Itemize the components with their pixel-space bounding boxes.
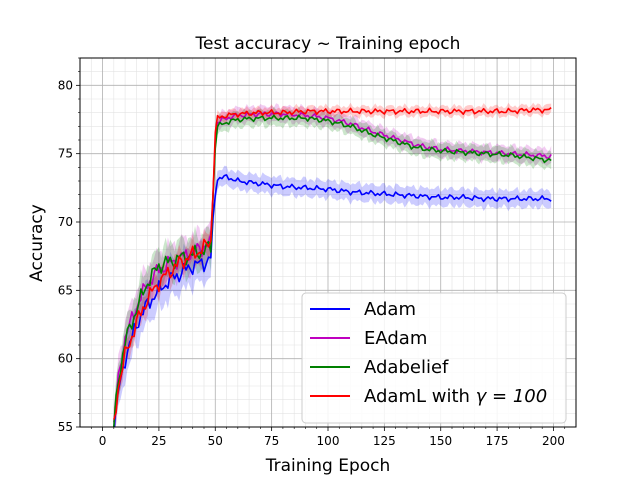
- y-axis-label: Accuracy: [27, 204, 47, 282]
- x-tick-label: 100: [317, 434, 340, 448]
- x-tick-label: 25: [151, 434, 166, 448]
- series-line-adaml-with: [113, 107, 552, 420]
- legend-label: Adam: [364, 299, 416, 320]
- x-tick-label: 150: [429, 434, 452, 448]
- series-line-adabelief: [113, 114, 552, 427]
- legend-label: Adabelief: [364, 357, 449, 378]
- y-tick-label: 70: [58, 215, 73, 229]
- y-tick-label: 80: [58, 78, 73, 92]
- band-adabelief: [113, 106, 552, 427]
- x-axis-label: Training Epoch: [265, 456, 391, 476]
- chart-title: Test accuracy ~ Training epoch: [195, 34, 461, 54]
- band-adam: [113, 165, 552, 427]
- series-line-adam: [113, 174, 552, 427]
- x-tick-label: 200: [542, 434, 565, 448]
- x-tick-label: 75: [264, 434, 279, 448]
- series-line-eadam: [113, 110, 552, 423]
- y-tick-label: 60: [58, 352, 73, 366]
- x-tick-label: 50: [208, 434, 223, 448]
- confidence-bands: [113, 102, 552, 427]
- x-tick-label: 0: [99, 434, 107, 448]
- x-tick-label: 125: [373, 434, 396, 448]
- y-tick-label: 65: [58, 283, 73, 297]
- legend-box: [301, 292, 567, 424]
- legend: Adam EAdam Adabelief AdamL with γ = 100: [301, 292, 567, 424]
- x-tick-label: 175: [486, 434, 509, 448]
- band-eadam: [113, 103, 552, 427]
- legend-label: AdamL with γ = 100: [364, 386, 547, 407]
- y-tick-label: 75: [58, 147, 73, 161]
- axis-ticks: 0 25 50 75 100 125 150 175 200 55 60 65 70 75 80: [58, 57, 566, 448]
- y-tick-label: 55: [58, 420, 73, 434]
- legend-label: EAdam: [364, 328, 427, 349]
- series-lines: [113, 107, 552, 427]
- band-adaml-with: [113, 102, 552, 427]
